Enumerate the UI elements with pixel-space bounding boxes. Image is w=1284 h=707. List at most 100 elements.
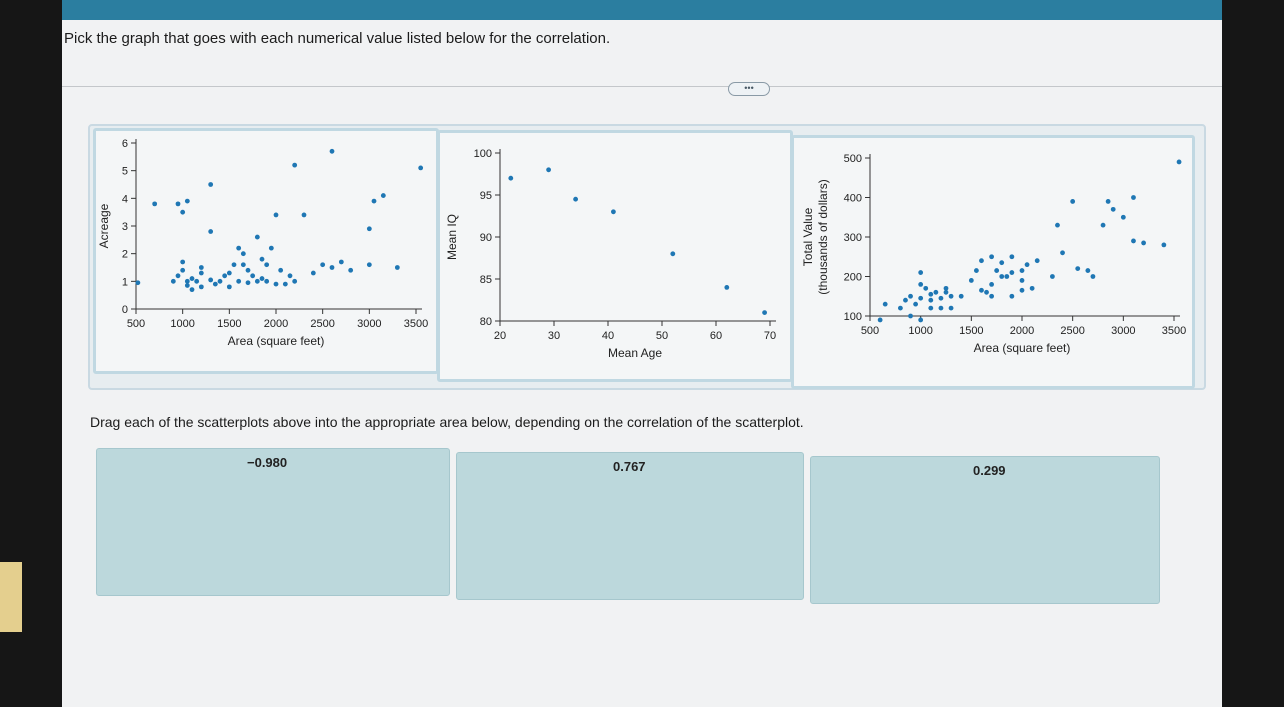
data-point — [989, 282, 994, 287]
data-point — [913, 301, 918, 307]
x-tick-label: 500 — [861, 325, 879, 337]
more-button[interactable]: ••• — [728, 82, 770, 96]
x-tick-label: 30 — [548, 330, 560, 342]
data-point — [264, 278, 270, 284]
scatterplot-1: 0 1 2 3 4 5 6 500 1000 1500 2000 2500 3000 3500 Area (… — [97, 138, 428, 348]
data-point — [292, 162, 298, 168]
data-point — [236, 278, 242, 284]
data-point — [1161, 242, 1167, 248]
data-point — [979, 287, 984, 293]
x-tick-label: 2500 — [310, 318, 334, 330]
data-point — [979, 258, 984, 264]
x-tick-label: 3500 — [404, 318, 428, 330]
data-point — [264, 262, 270, 268]
data-point — [989, 293, 994, 299]
divider — [62, 86, 1222, 87]
drop-zone-1[interactable]: −0.980 — [96, 448, 450, 596]
x-axis-label: Mean Age — [608, 346, 662, 360]
data-point — [175, 201, 181, 207]
x-tick-label: 2500 — [1060, 325, 1084, 337]
data-point — [189, 276, 195, 281]
data-point — [948, 293, 954, 299]
data-point — [670, 251, 676, 257]
y-tick-label: 1 — [122, 276, 128, 288]
data-point — [184, 278, 190, 284]
data-point — [1024, 262, 1030, 268]
data-point — [273, 212, 279, 218]
side-tab — [0, 562, 22, 632]
x-tick-label: 60 — [710, 330, 722, 342]
scatterplot-card-2[interactable]: 80 85 90 95 100 20 30 40 50 60 70 Mean Age Mean IQ — [437, 130, 793, 382]
x-tick-label: 2000 — [264, 318, 288, 330]
data-point — [918, 282, 924, 287]
data-point — [882, 301, 888, 307]
data-point — [918, 317, 924, 323]
drop-zone-label: 0.767 — [613, 459, 646, 474]
y-tick-label: 400 — [844, 193, 862, 205]
data-point — [245, 280, 251, 286]
data-point — [198, 284, 204, 290]
data-point — [254, 234, 260, 240]
data-point — [240, 262, 246, 268]
y-tick-label: 5 — [122, 166, 128, 178]
data-point — [928, 291, 934, 297]
data-point — [1019, 278, 1025, 283]
data-point — [394, 265, 400, 270]
y-tick-label: 300 — [844, 232, 862, 244]
data-point — [1019, 268, 1025, 273]
y-tick-label: 0 — [122, 304, 128, 316]
data-point — [1009, 293, 1015, 299]
data-point — [250, 273, 256, 279]
drop-zone-3[interactable]: 0.299 — [810, 456, 1160, 604]
data-point — [329, 265, 335, 270]
data-point — [898, 305, 903, 311]
data-point — [217, 278, 223, 284]
x-tick-label: 1000 — [908, 325, 932, 337]
data-point — [1085, 268, 1091, 273]
data-point — [762, 310, 767, 315]
data-point — [999, 260, 1005, 266]
data-point — [984, 289, 989, 295]
y-tick-label: 100 — [474, 148, 492, 160]
scatterplot-card-1[interactable]: 0 1 2 3 4 5 6 500 1000 1500 2000 2500 3000 3500 Area (… — [93, 128, 439, 374]
data-point — [180, 267, 186, 273]
data-point — [212, 281, 218, 287]
x-axis-label: Area (square feet) — [974, 341, 1071, 355]
y-tick-label: 100 — [844, 311, 862, 323]
instruction-text: Drag each of the scatterplots above into… — [90, 414, 804, 430]
data-point — [1110, 206, 1116, 212]
data-point — [180, 259, 186, 265]
data-point — [923, 285, 929, 291]
data-point — [1131, 238, 1136, 244]
data-point — [366, 226, 372, 232]
data-point — [1100, 222, 1106, 228]
data-point — [268, 245, 274, 251]
data-point — [943, 289, 949, 295]
y-tick-label: 4 — [122, 193, 128, 205]
data-point — [958, 293, 964, 299]
x-tick-label: 50 — [656, 330, 668, 342]
data-point — [1120, 214, 1126, 220]
data-point — [301, 212, 307, 218]
data-point — [226, 284, 232, 290]
data-point — [1090, 274, 1096, 279]
data-point — [933, 289, 939, 295]
y-tick-label: 85 — [480, 274, 492, 286]
data-point — [180, 209, 186, 215]
data-point — [611, 209, 616, 215]
y-axis-label: (thousands of dollars) — [816, 179, 830, 294]
data-point — [152, 201, 158, 207]
data-point — [348, 267, 354, 273]
drop-zone-2[interactable]: 0.767 — [456, 452, 804, 600]
y-tick-label: 90 — [480, 232, 492, 244]
data-point — [508, 175, 514, 181]
question-text: Pick the graph that goes with each numer… — [64, 30, 611, 47]
data-point — [259, 276, 265, 281]
y-tick-label: 2 — [122, 249, 128, 261]
scatterplot-card-3[interactable]: 100 200 300 400 500 500 1000 1500 2000 2500 3000 35… — [791, 135, 1195, 389]
data-point — [259, 256, 265, 262]
data-point — [546, 167, 551, 173]
data-point — [208, 229, 214, 234]
data-point — [968, 278, 974, 283]
data-point — [1141, 240, 1146, 246]
